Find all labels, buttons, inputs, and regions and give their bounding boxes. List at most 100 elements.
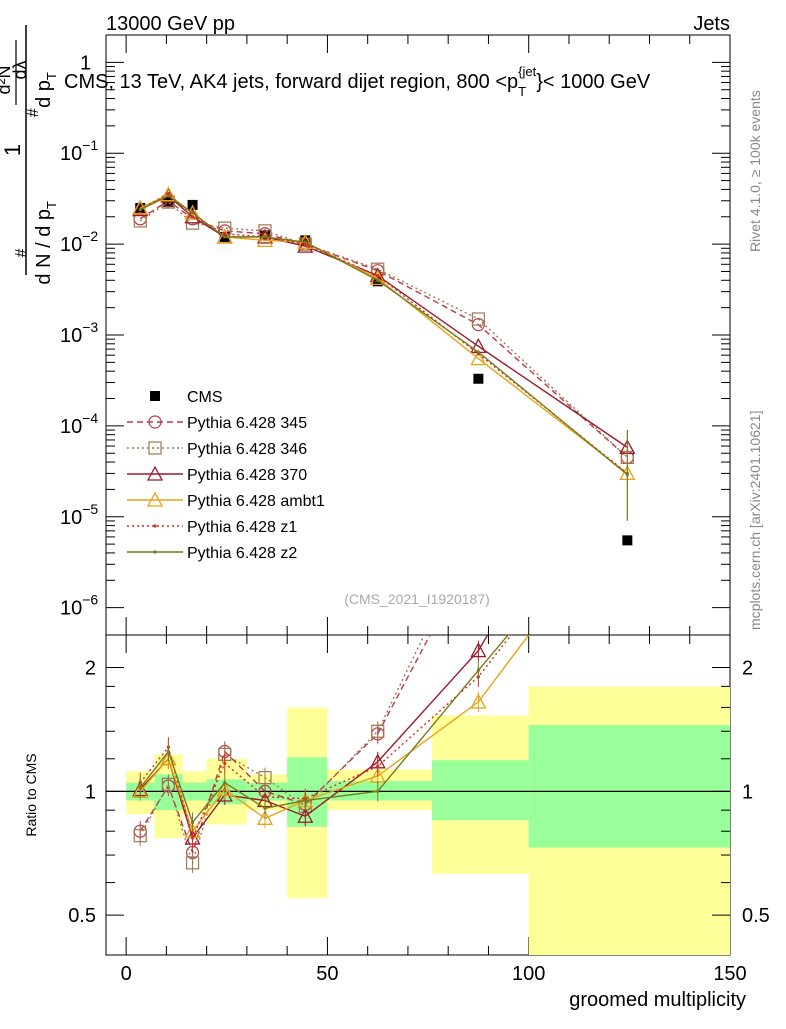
marker-dot [263,795,267,799]
marker-dot [263,806,267,810]
main-panel: 10−6 10−5 10−4 10−3 10−2 10−1 1 [60,34,731,635]
marker-dot [223,235,227,239]
series-z2 [138,194,629,477]
ratio-series-z2 [138,635,510,833]
svg-text:d N / d pT # d: d N / d pT # d pT [21,72,61,284]
y-tick-label: 10−1 [60,137,98,165]
y-axis-label: # 1 d N / d pT # d pT [0,25,61,285]
marker-dot [190,215,195,219]
marker-triangle [297,237,314,253]
legend: CMS Pythia 6.428 345 Pythia 6.428 346 Pythi… [127,389,325,562]
series-line-p345 [139,199,628,458]
uncertainty-band-inner [327,780,433,801]
ratio-panel: 0.5 0.5 1 1 2 2 0 50 100 150 [68,635,770,985]
x-tick-label: 50 [316,963,338,985]
marker-square [133,829,147,843]
marker-square [258,771,272,785]
marker-triangle [146,465,164,481]
x-tick-label: 0 [121,963,132,985]
svg-text:dλ: dλ [10,60,30,79]
marker-dot [376,274,380,278]
marker-dot [376,789,380,793]
ratio-y-tick-label: 2 [85,658,96,680]
marker-triangle [216,781,233,797]
y-axis-label-numerator: d²N dλ [0,40,30,105]
marker-dot [153,550,157,554]
marker-dot [153,524,157,528]
svg-text:# 1: # 1 [0,144,31,258]
legend-label: Pythia 6.428 370 [187,467,307,484]
marker-triangle [146,491,164,507]
marker-dot [376,278,380,282]
marker-dot [138,207,142,212]
marker-dot [190,836,195,840]
x-tick-label: 100 [512,963,545,985]
marker-dot [166,191,170,196]
legend-entry-p370: Pythia 6.428 370 [127,465,307,484]
legend-label: Pythia 6.428 346 [187,441,307,458]
marker-dot [376,764,380,768]
header-right: Jets [693,13,730,35]
marker-triangle [470,642,487,658]
legend-label: Pythia 6.428 z2 [187,545,297,562]
ratio-series-p346 [133,635,425,873]
marker-triangle [132,201,149,217]
y-tick-label: 10−6 [60,592,98,620]
ratio-line-z1 [139,635,513,841]
y-tick-label: 1 [80,52,91,74]
marker-dot [476,668,480,672]
marker-square [471,312,485,326]
marker-dot [190,211,195,215]
x-tick-label: 150 [713,963,746,985]
uncertainty-band-inner [528,724,730,848]
legend-entry-p346: Pythia 6.428 346 [127,441,307,458]
mcplots-label: mcplots.cern.ch [arXiv:2401.10621] [747,411,763,630]
watermark: (CMS_2021_I1920187) [344,591,490,607]
ratio-y-tick-label-right: 0.5 [742,905,770,927]
marker-square [148,441,162,455]
header-left: 13000 GeV pp [106,13,235,35]
marker-dot [190,820,195,825]
marker-square [161,777,175,791]
rivet-label: Rivet 4.1.0, ≥ 100k events [747,90,763,252]
legend-entry-p345: Pythia 6.428 345 [127,415,307,432]
ratio-y-tick-label: 1 [85,781,96,803]
ratio-y-label: Ratio to CMS [23,753,39,836]
svg-text:d²N: d²N [0,65,14,94]
marker-square-filled [260,230,271,241]
legend-entry-z1: Pythia 6.428 z1 [127,519,297,536]
marker-dot [166,194,170,198]
marker-triangle [256,231,274,248]
legend-entry-CMS: CMS [150,389,223,406]
marker-circle [148,415,162,429]
legend-entry-ambt1: Pythia 6.428 ambt1 [127,491,325,510]
marker-square-filled [473,373,484,384]
marker-triangle [470,693,487,709]
legend-label: CMS [187,389,223,406]
marker-triangle [256,809,274,825]
marker-square-filled [150,391,160,401]
marker-square [371,724,385,738]
uncertainty-band-inner [432,760,529,821]
y-tick-label: 10−5 [60,501,98,529]
legend-label: Pythia 6.428 345 [187,415,307,432]
marker-triangle [160,186,177,202]
marker-triangle [470,350,487,366]
legend-label: Pythia 6.428 ambt1 [187,493,325,510]
marker-square [185,856,200,870]
x-axis-label: groomed multiplicity [569,989,746,1011]
marker-dot [166,749,170,754]
ratio-y-tick-label-right: 2 [742,658,753,680]
y-tick-label: 10−2 [60,228,98,256]
marker-dot [303,798,307,803]
legend-entry-z2: Pythia 6.428 z2 [127,545,297,562]
marker-dot [223,761,227,765]
legend-label: Pythia 6.428 z1 [187,519,297,536]
marker-dot [263,235,267,239]
marker-dot [476,350,480,354]
marker-square-filled [622,535,633,546]
ratio-y-tick-label: 0.5 [68,905,96,927]
marker-dot [138,786,142,790]
